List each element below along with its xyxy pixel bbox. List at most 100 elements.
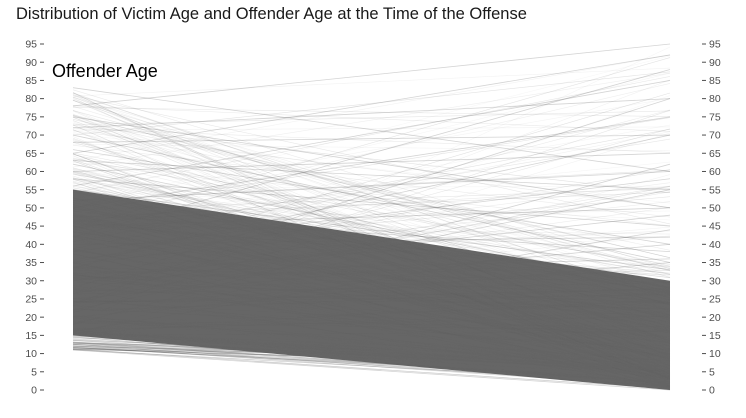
faint-line [72,92,671,379]
right-tick-label: 95 [709,39,721,51]
faint-line [72,96,671,329]
faint-line [72,274,671,318]
faint-line [72,185,671,286]
right-tick-label: 75 [709,111,721,123]
faint-line [72,236,671,315]
faint-line [72,210,671,278]
faint-line [72,299,671,329]
faint-line [72,177,671,324]
faint-line [72,288,671,302]
faint-line [72,240,671,325]
faint-line [72,329,671,371]
faint-line [72,169,671,201]
faint-line [72,235,671,344]
faint-line [72,141,671,321]
faint-line [72,344,671,376]
faint-line [72,72,671,218]
faint-line [72,261,671,390]
faint-line [72,99,671,278]
faint-line [72,107,671,117]
faint-line [72,347,671,383]
faint-line [72,226,671,322]
faint-line [72,293,671,311]
faint-line [72,175,671,360]
series-line [72,134,671,143]
faint-line [72,114,671,344]
faint-line [72,307,671,378]
faint-line [72,288,671,309]
right-axis: 0 5 10 15 20 25 30 35 40 45 50 55 60 65 70 75 80 85 90 95 [702,39,721,397]
faint-line [72,143,671,152]
faint-line [72,296,671,377]
series-line [72,69,671,238]
faint-line [72,269,671,388]
faint-line [72,110,671,367]
series-line [72,171,671,202]
faint-line [72,122,671,289]
faint-line [72,124,671,387]
faint-line [72,330,671,372]
faint-line [72,262,671,386]
faint-line [72,139,671,370]
faint-line [72,139,671,331]
faint-line [72,247,671,381]
faint-line [72,131,671,271]
faint-line [72,99,671,351]
faint-line [72,333,671,385]
faint-line [72,124,671,194]
faint-line [72,201,671,264]
series-line [72,236,671,245]
left-tick-label: 45 [25,221,37,233]
series-line [72,214,671,282]
faint-line [72,332,671,390]
left-tick-label: 15 [25,330,37,342]
faint-line [72,128,671,243]
faint-line [72,287,671,312]
faint-line [72,95,671,225]
faint-line [72,95,671,312]
faint-line [72,110,671,307]
faint-line [72,133,671,204]
faint-line [72,92,671,299]
faint-line [72,131,671,249]
faint-line [72,181,671,380]
faint-line [72,266,671,280]
series-line [72,163,671,289]
faint-line [72,115,671,359]
faint-line [72,98,671,335]
faint-line [72,186,671,223]
faint-line [72,92,671,269]
faint-line [72,225,671,389]
right-tick-label: 50 [709,202,721,214]
faint-line [72,202,671,304]
faint-line [72,199,671,371]
faint-line [72,345,671,367]
faint-line [72,330,671,382]
right-tick-label: 10 [709,348,721,360]
faint-line [72,57,671,229]
faint-line [72,321,671,327]
series-line [72,178,671,252]
faint-line [72,196,671,288]
faint-line [72,298,671,356]
faint-line [72,275,671,308]
faint-line [72,179,671,292]
faint-line [72,190,671,379]
faint-line [72,194,671,284]
faint-line [72,100,671,301]
left-tick-label: 40 [25,239,37,251]
faint-line [72,167,671,327]
faint-line [72,339,671,368]
faint-line [72,170,671,330]
series-line [72,338,671,373]
faint-line [72,183,671,380]
faint-line [72,173,671,295]
faint-line [72,174,671,265]
left-tick-label: 5 [31,366,37,378]
faint-line [72,188,671,211]
faint-line [72,319,671,361]
faint-line [72,238,671,351]
left-tick-label: 50 [25,202,37,214]
faint-line [72,253,671,381]
left-tick-label: 20 [25,312,37,324]
